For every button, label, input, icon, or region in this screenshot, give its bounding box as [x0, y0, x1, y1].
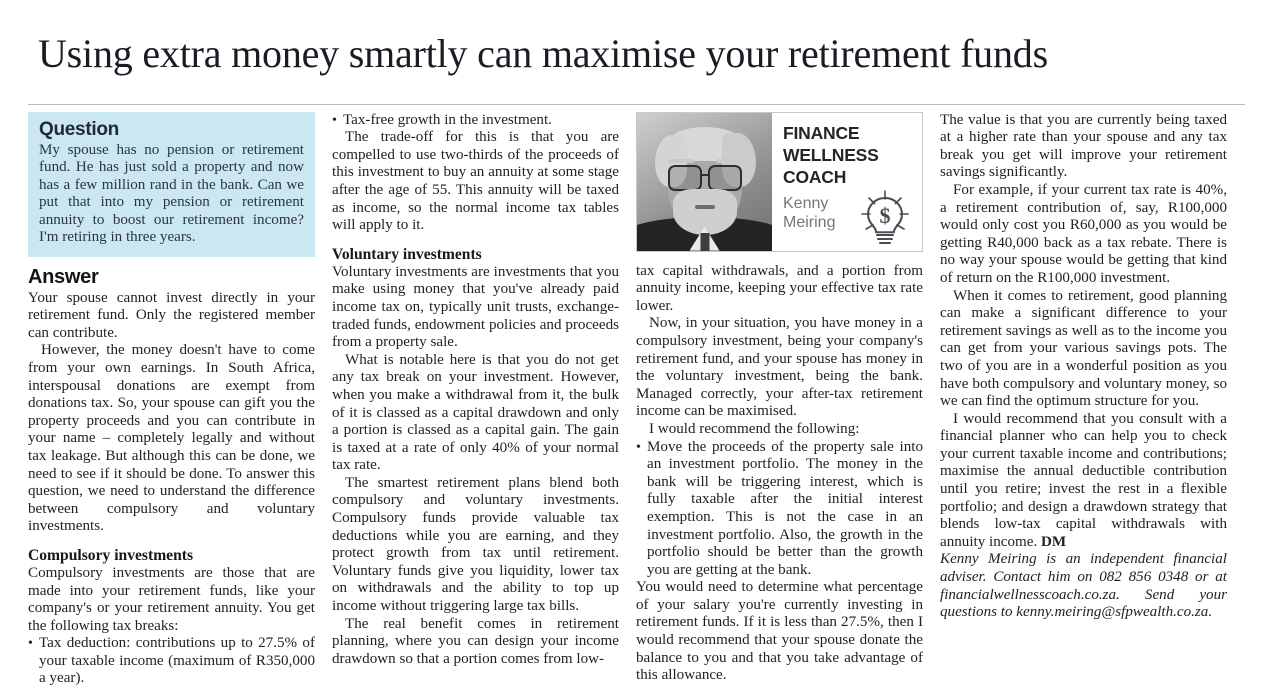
glasses-icon — [667, 164, 743, 191]
answer-paragraph-2: However, the money doesn't have to come … — [28, 342, 315, 535]
article-columns: Question My spouse has no pension or ret… — [28, 111, 1245, 688]
compulsory-heading: Compulsory investments — [28, 546, 194, 564]
col4-paragraph-4: I would recommend that you consult with … — [940, 411, 1227, 552]
list-item: Move the proceeds of the property sale i… — [636, 439, 923, 580]
col4-paragraph-3: When it comes to retirement, good planni… — [940, 287, 1227, 410]
column-2: Tax-free growth in the investment. The t… — [332, 112, 619, 669]
brand-title-line-2: WELLNESS — [783, 144, 879, 165]
finance-wellness-coach-box: FINANCE WELLNESS COACH Kenny Meiring — [636, 111, 923, 252]
brand-title-line-3: COACH — [783, 166, 847, 187]
svg-text:$: $ — [880, 203, 891, 228]
coach-name-line-2: Meiring — [783, 213, 836, 231]
recommendation-bullet-list: Move the proceeds of the property sale i… — [636, 439, 923, 580]
compulsory-paragraph-1: Compulsory investments are those that ar… — [28, 564, 315, 634]
col3-paragraph-2: Now, in your situation, you have money i… — [636, 315, 923, 420]
lightbulb-dollar-icon: $ — [861, 189, 909, 244]
col4-paragraph-4-text: I would recommend that you consult with … — [940, 410, 1227, 550]
column-3: FINANCE WELLNESS COACH Kenny Meiring — [636, 111, 923, 685]
voluntary-paragraph-3: The smartest retirement plans blend both… — [332, 474, 619, 615]
answer-paragraph-1: Your spouse cannot invest directly in yo… — [28, 289, 315, 341]
article-page: Using extra money smartly can maximise y… — [0, 27, 1273, 686]
column-1: Question My spouse has no pension or ret… — [28, 111, 315, 688]
author-byline: Kenny Meiring is an independent financia… — [940, 551, 1227, 621]
question-heading: Question — [39, 118, 119, 140]
list-item: Tax-free growth in the investment. — [332, 112, 619, 130]
compulsory-paragraph-2: The trade-off for this is that you are c… — [332, 129, 619, 234]
col4-paragraph-2: For example, if your current tax rate is… — [940, 181, 1227, 286]
voluntary-paragraph-1: Voluntary investments are investments th… — [332, 263, 619, 351]
question-box: Question My spouse has no pension or ret… — [28, 111, 315, 257]
compulsory-bullet-list-cont: Tax-free growth in the investment. — [332, 112, 619, 130]
answer-heading: Answer — [28, 265, 99, 288]
dm-mark: DM — [1041, 533, 1067, 550]
page-title: Using extra money smartly can maximise y… — [38, 30, 1048, 76]
brand-title-line-1: FINANCE — [783, 122, 860, 143]
col3-paragraph-4: You would need to determine what percent… — [636, 579, 923, 684]
voluntary-heading: Voluntary investments — [332, 245, 482, 263]
voluntary-paragraph-4: The real benefit comes in retirement pla… — [332, 615, 619, 667]
voluntary-paragraph-2: What is notable here is that you do not … — [332, 351, 619, 474]
col3-paragraph-3: I would recommend the following: — [649, 420, 860, 437]
col4-paragraph-1: The value is that you are currently bein… — [940, 111, 1227, 181]
question-text: My spouse has no pension or retirement f… — [39, 141, 304, 246]
avatar — [637, 112, 772, 251]
list-item: Tax deduction: contributions up to 27.5%… — [28, 635, 315, 688]
headline-divider — [28, 103, 1245, 105]
compulsory-bullet-list: Tax deduction: contributions up to 27.5%… — [28, 635, 315, 688]
coach-name-line-1: Kenny — [783, 194, 829, 212]
brand-text: FINANCE WELLNESS COACH Kenny Meiring — [772, 113, 922, 251]
column-4: The value is that you are currently bein… — [940, 112, 1227, 622]
col3-paragraph-1: tax capital withdrawals, and a portion f… — [636, 262, 923, 314]
